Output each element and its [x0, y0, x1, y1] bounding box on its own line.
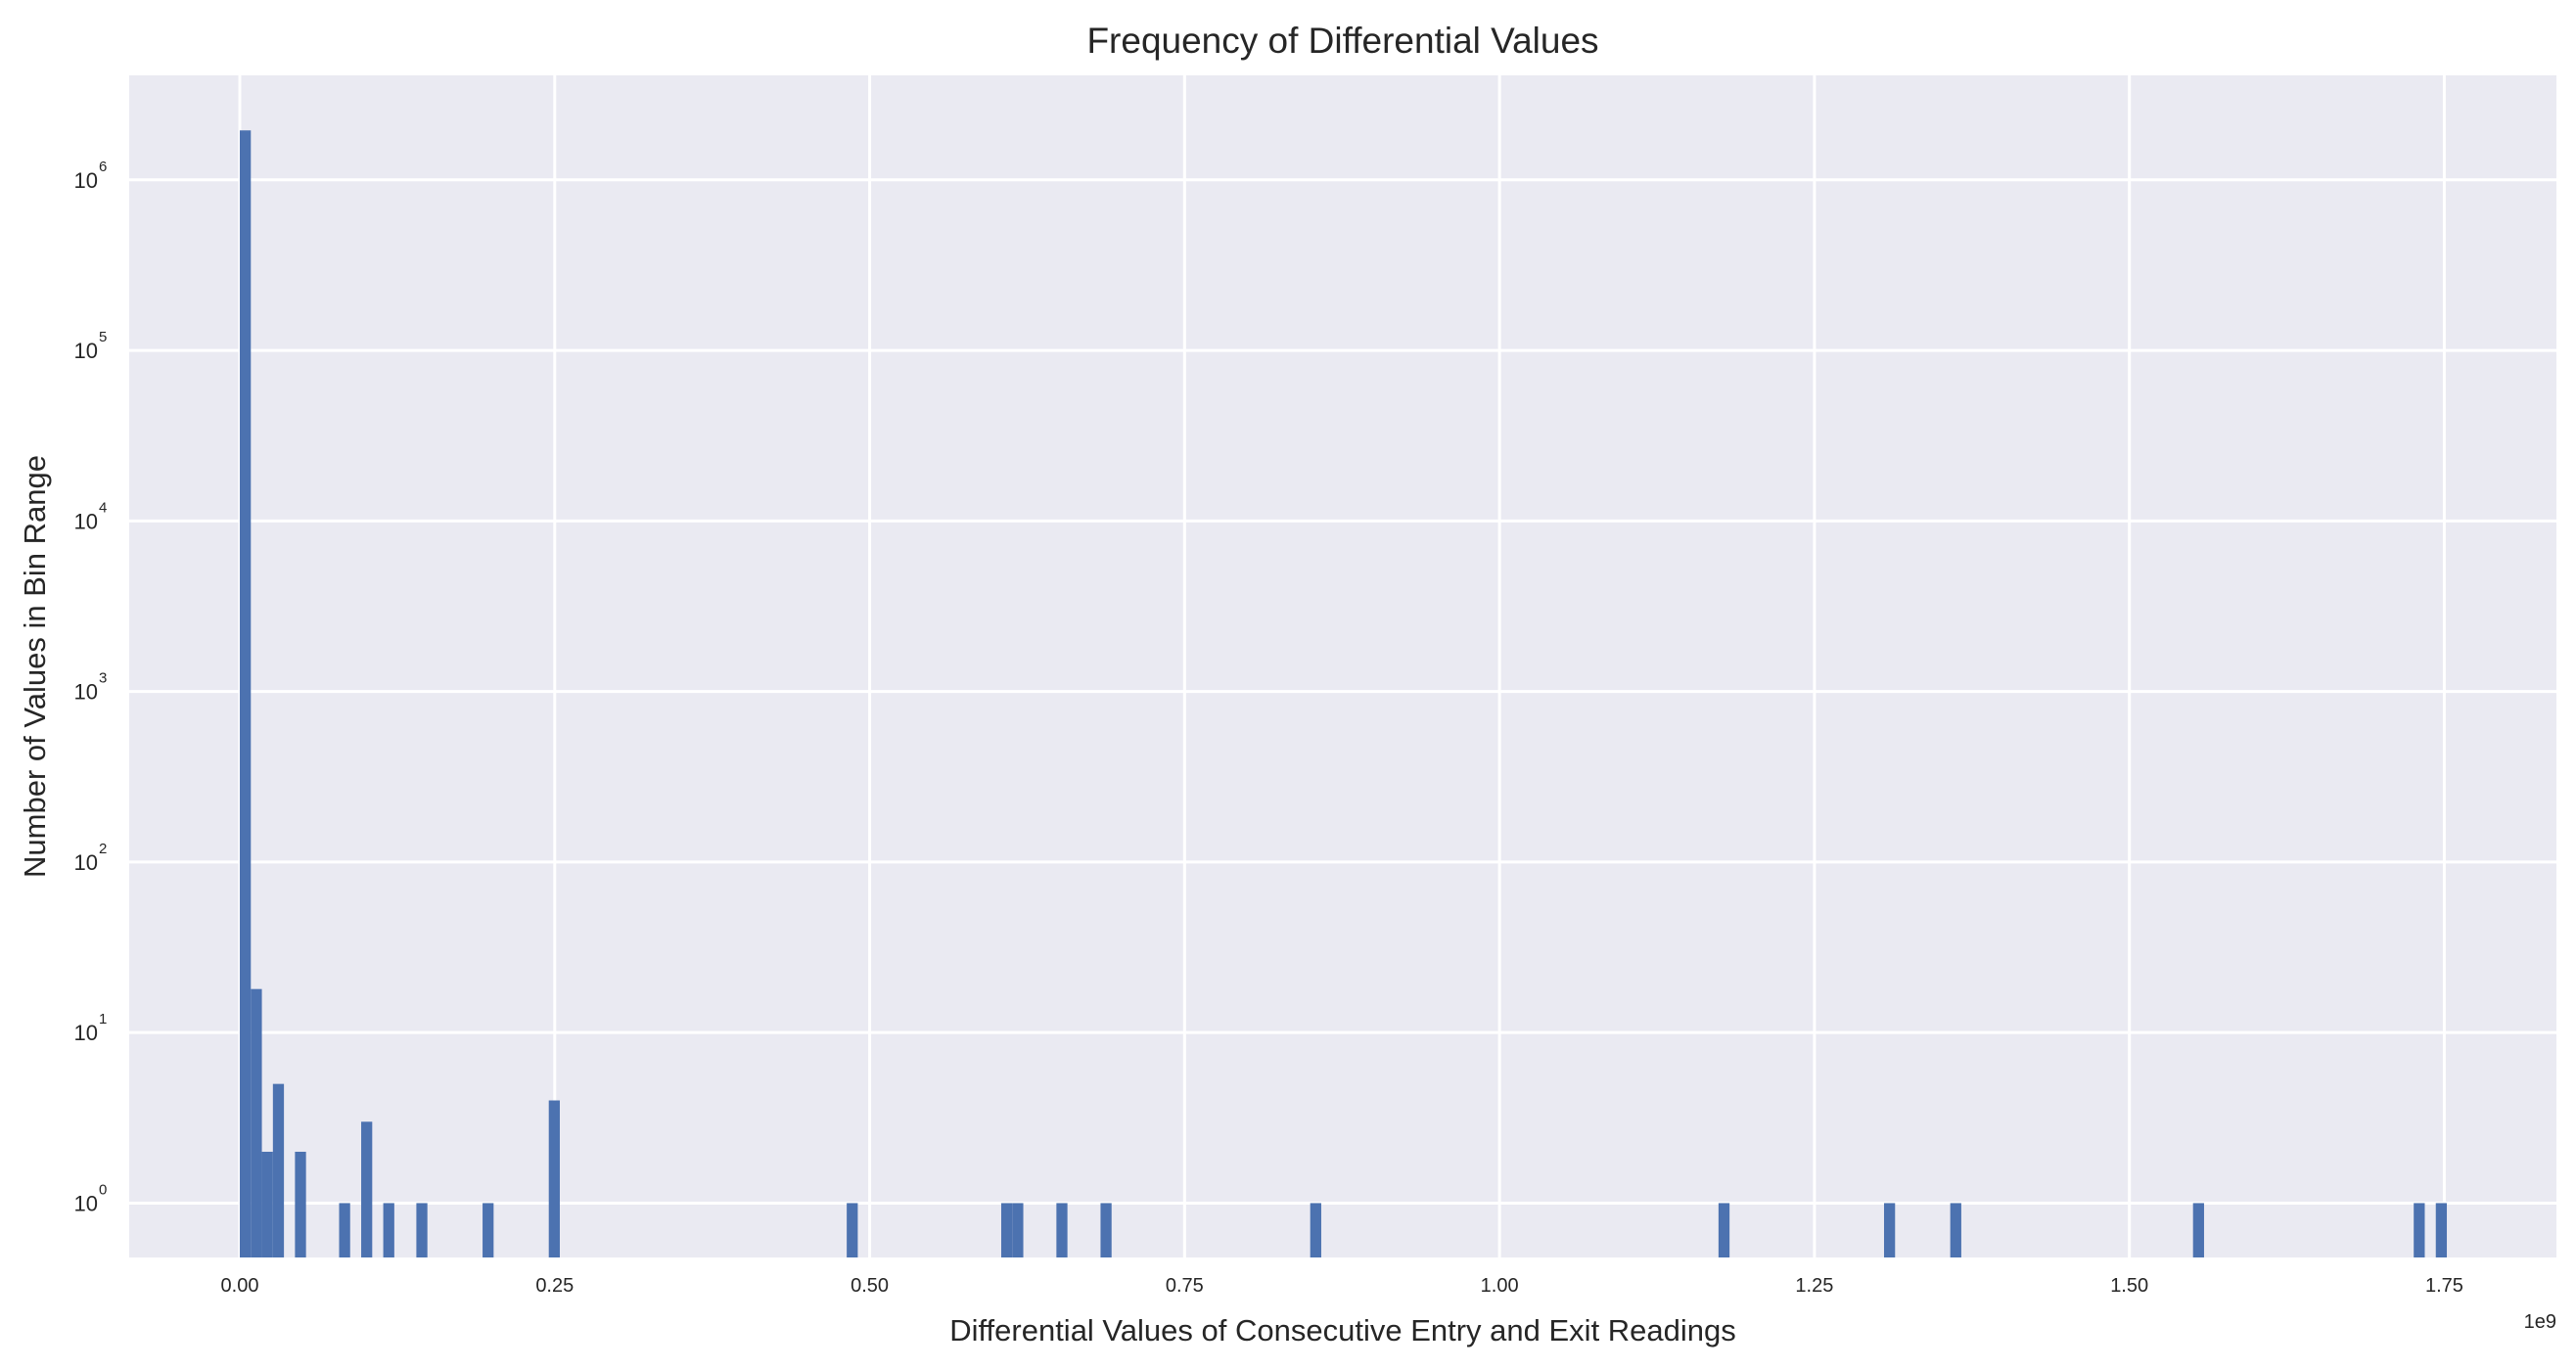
y-tick-exponent: 5 — [99, 329, 107, 345]
y-tick-exponent: 2 — [99, 841, 107, 857]
histogram-bar — [361, 1121, 373, 1257]
histogram-bar — [548, 1100, 560, 1257]
x-tick-label: 0.75 — [1166, 1275, 1204, 1297]
y-tick-label: 10 — [74, 168, 98, 193]
y-tick-exponent: 4 — [99, 499, 107, 516]
chart-title: Frequency of Differential Values — [1086, 21, 1598, 61]
y-tick-label: 10 — [74, 680, 98, 705]
histogram-bar — [339, 1203, 350, 1257]
histogram-bar — [261, 1151, 273, 1257]
histogram-bar — [2414, 1203, 2425, 1257]
histogram-bar — [1883, 1203, 1896, 1257]
histogram-bar — [416, 1203, 428, 1257]
histogram-bar — [1000, 1203, 1013, 1257]
grid-lines — [129, 75, 2556, 1257]
y-tick-label: 10 — [74, 339, 98, 363]
histogram-bar — [1310, 1203, 1321, 1257]
histogram-bar — [2435, 1203, 2448, 1257]
y-tick-label: 10 — [74, 509, 98, 533]
histogram-bar — [1718, 1203, 1730, 1257]
x-tick-label: 0.50 — [851, 1275, 889, 1297]
histogram-bar — [483, 1203, 494, 1257]
x-offset-label: 1e9 — [2524, 1311, 2556, 1333]
histogram-bar — [1950, 1203, 1961, 1257]
histogram-bar — [272, 1083, 285, 1257]
histogram-bar — [1100, 1203, 1112, 1257]
histogram-bar — [383, 1203, 394, 1257]
x-tick-label: 0.00 — [221, 1275, 259, 1297]
histogram-bar — [240, 130, 252, 1258]
y-tick-exponent: 3 — [99, 670, 107, 687]
y-tick-exponent: 6 — [99, 159, 107, 175]
x-axis-label: Differential Values of Consecutive Entry… — [949, 1313, 1736, 1347]
histogram-bar — [1056, 1203, 1068, 1257]
histogram-bar — [295, 1151, 306, 1257]
x-tick-label: 1.00 — [1481, 1275, 1519, 1297]
y-tick-label: 10 — [74, 850, 98, 875]
histogram-bar — [2192, 1203, 2204, 1257]
y-tick-exponent: 1 — [99, 1011, 107, 1028]
x-tick-label: 0.25 — [535, 1275, 574, 1297]
histogram-bar — [1012, 1203, 1024, 1257]
bars — [240, 130, 2448, 1258]
histogram-bar — [847, 1203, 858, 1257]
y-tick-label: 10 — [74, 1021, 98, 1045]
y-tick-label: 10 — [74, 1191, 98, 1215]
x-tick-label: 1.75 — [2425, 1275, 2463, 1297]
x-tick-labels: 0.00 0.25 0.50 0.75 1.00 1.25 1.50 1.75 — [221, 1275, 2463, 1297]
x-tick-label: 1.25 — [1795, 1275, 1833, 1297]
y-tick-exponent: 0 — [99, 1181, 107, 1198]
histogram-bar — [251, 988, 262, 1257]
y-axis-label: Number of Values in Bin Range — [18, 455, 52, 878]
x-tick-label: 1.50 — [2110, 1275, 2148, 1297]
plot-area — [129, 75, 2556, 1257]
